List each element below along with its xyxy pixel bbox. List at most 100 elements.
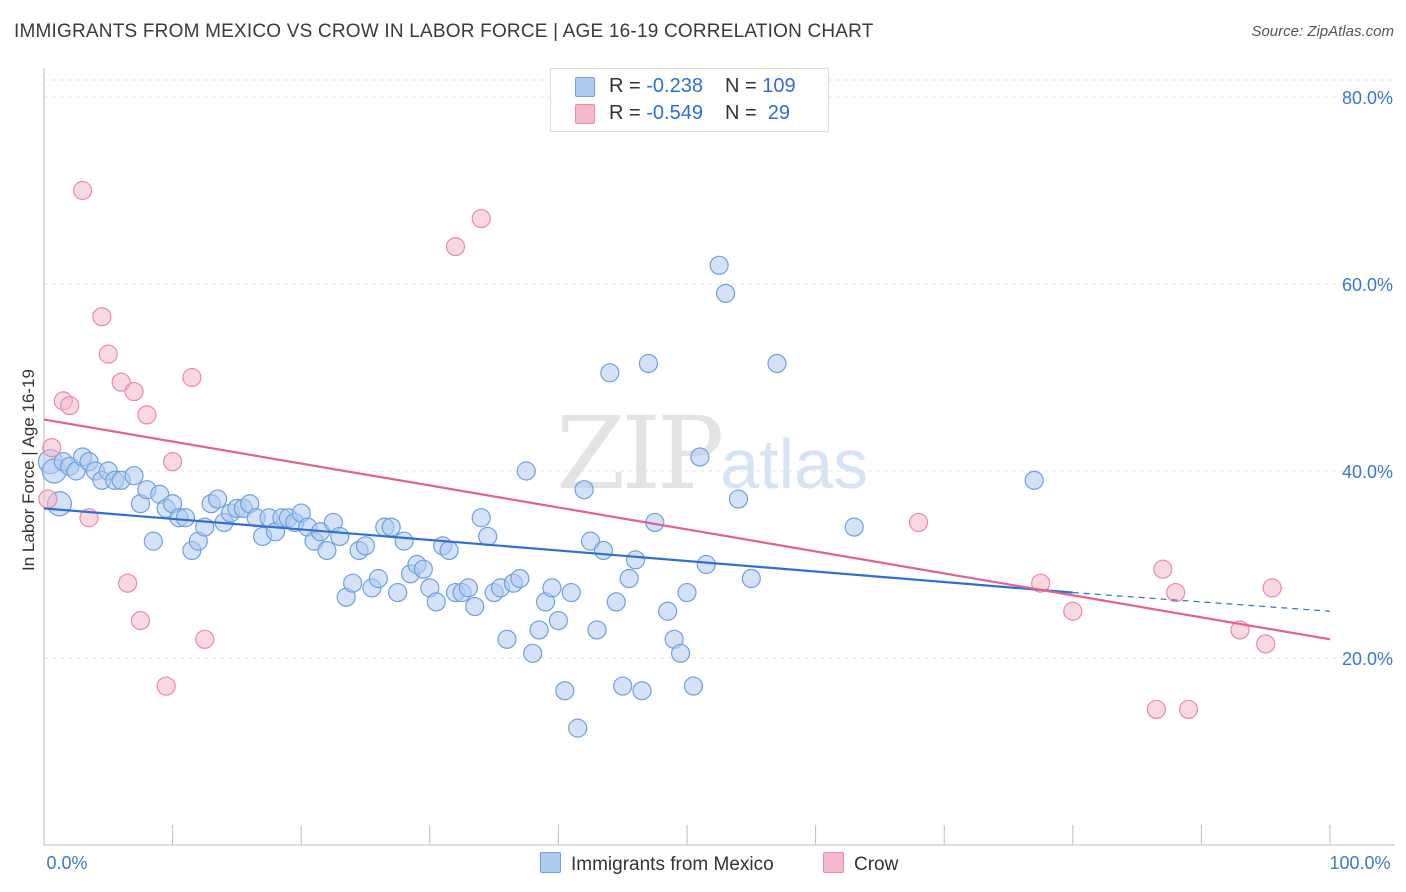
point-crow <box>98 344 118 364</box>
point-crow <box>1153 559 1173 579</box>
legend-swatch-mexico <box>575 77 595 97</box>
point-crow <box>908 512 929 533</box>
point-mexico <box>471 508 491 528</box>
bottom-legend-label-crow: Crow <box>854 854 899 875</box>
point-crow <box>124 381 144 402</box>
point-crow <box>42 438 62 458</box>
legend-r-label: R = <box>609 75 647 97</box>
point-mexico <box>568 718 588 738</box>
bottom-legend-crow: Crow <box>823 852 898 876</box>
point-crow <box>163 452 183 472</box>
point-crow <box>445 237 466 257</box>
point-mexico <box>574 480 594 500</box>
point-mexico <box>497 629 517 649</box>
legend-n-label: N = <box>724 102 763 124</box>
x-tick-label-max: 100.0% <box>1329 853 1390 873</box>
point-mexico <box>606 592 626 612</box>
point-mexico <box>613 676 633 696</box>
point-mexico <box>529 620 549 640</box>
point-mexico <box>523 643 543 663</box>
point-mexico <box>844 517 864 537</box>
point-mexico <box>317 540 337 561</box>
bottom-legend-label-mexico: Immigrants from Mexico <box>571 854 774 875</box>
point-mexico <box>355 536 376 556</box>
point-crow <box>1256 634 1276 654</box>
y-axis-label: In Labor Force | Age 16-19 <box>19 369 38 571</box>
point-mexico <box>683 676 704 696</box>
point-mexico <box>696 554 716 575</box>
point-mexico <box>658 601 678 621</box>
point-mexico <box>619 568 639 589</box>
point-crow <box>156 676 176 696</box>
legend-swatch-crow <box>575 104 595 124</box>
point-mexico <box>638 353 659 374</box>
point-crow <box>471 208 491 229</box>
trendline-mexico <box>43 507 1073 594</box>
y-tick-label: 40.0% <box>1342 462 1393 482</box>
bottom-legend-swatch-mexico <box>540 852 561 873</box>
point-mexico <box>343 573 363 593</box>
point-crow <box>130 610 151 631</box>
point-mexico <box>388 582 408 603</box>
point-mexico <box>458 578 478 598</box>
point-crow <box>92 307 112 327</box>
point-mexico <box>413 559 433 579</box>
point-mexico <box>709 255 729 275</box>
point-mexico <box>124 466 144 486</box>
trendline-mexico-extension <box>1072 591 1331 612</box>
y-tick-label: 60.0% <box>1342 275 1393 295</box>
point-mexico <box>741 568 761 589</box>
point-mexico <box>767 353 787 374</box>
point-mexico <box>593 540 614 561</box>
point-mexico <box>548 610 569 631</box>
legend-r-label: R = <box>609 102 647 124</box>
point-crow <box>182 367 202 388</box>
point-mexico <box>516 461 536 481</box>
point-crow <box>72 180 93 201</box>
point-crow <box>60 395 80 416</box>
y-tick-label: 80.0% <box>1342 88 1393 108</box>
point-mexico <box>715 283 736 303</box>
point-crow <box>111 372 131 392</box>
point-mexico <box>677 582 697 603</box>
point-crow <box>195 629 215 649</box>
point-crow <box>137 405 157 425</box>
legend-r-value-mexico: -0.238 <box>646 75 703 97</box>
point-mexico <box>728 489 749 509</box>
point-mexico <box>625 550 646 570</box>
point-mexico <box>208 489 228 509</box>
watermark-atlas: atlas <box>720 425 869 503</box>
point-crow <box>1178 699 1199 720</box>
point-crow <box>1063 601 1083 621</box>
y-tick-label: 20.0% <box>1342 649 1393 669</box>
point-mexico <box>670 643 691 663</box>
legend-n-value-mexico: 109 <box>762 75 796 97</box>
point-mexico <box>561 582 581 603</box>
legend-n-label: N = <box>724 75 763 97</box>
x-tick-label-min: 0.0% <box>46 853 87 873</box>
point-mexico <box>330 526 350 547</box>
point-crow <box>117 573 138 593</box>
legend-r-value-crow: -0.549 <box>646 102 703 124</box>
point-crow <box>1262 578 1282 598</box>
point-mexico <box>175 508 196 528</box>
trendline-crow <box>43 418 1331 641</box>
point-crow <box>1031 573 1051 593</box>
point-mexico <box>143 531 163 551</box>
point-mexico <box>394 531 414 551</box>
point-mexico <box>587 620 607 640</box>
legend-n-value-crow: 29 <box>762 102 791 124</box>
point-mexico <box>439 540 459 561</box>
point-mexico <box>426 592 446 612</box>
chart-title: IMMIGRANTS FROM MEXICO VS CROW IN LABOR … <box>14 21 874 42</box>
point-mexico <box>465 596 485 617</box>
bottom-legend-swatch-crow <box>823 852 844 873</box>
source-label: Source: ZipAtlas.com <box>1251 23 1394 40</box>
point-mexico <box>1024 470 1044 490</box>
point-mexico <box>580 531 601 551</box>
point-mexico <box>632 681 652 701</box>
point-mexico <box>600 363 620 383</box>
point-crow <box>1146 699 1166 720</box>
point-mexico <box>510 568 530 589</box>
